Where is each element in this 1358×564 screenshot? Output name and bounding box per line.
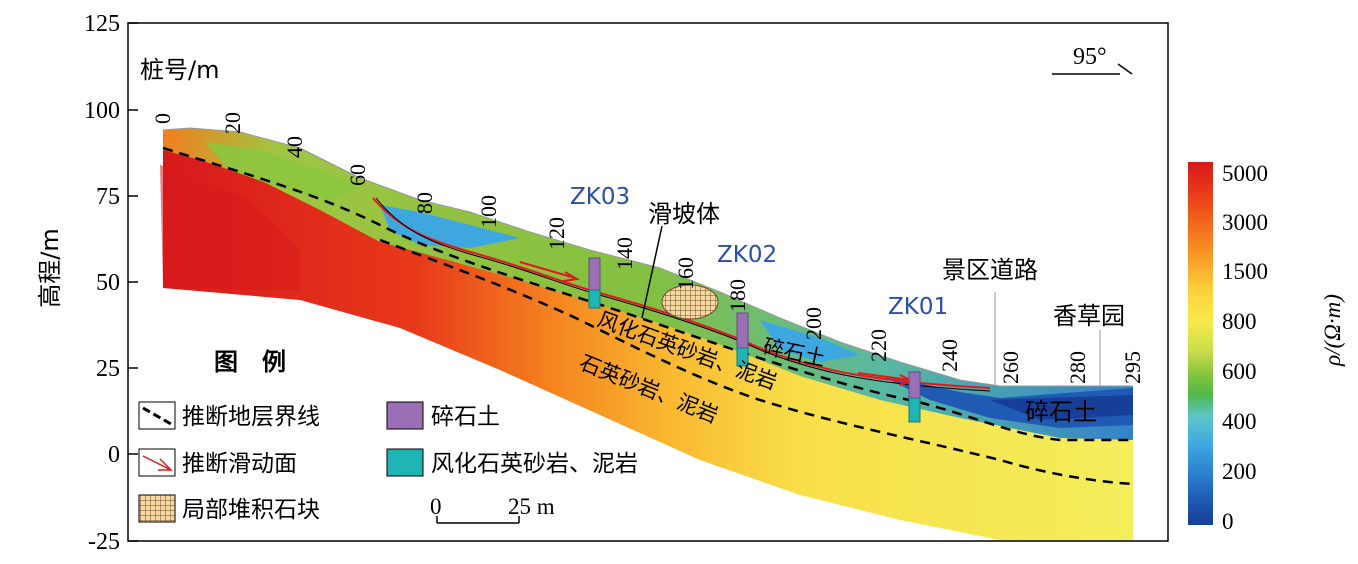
- legend-swatch-gravel: [386, 401, 424, 430]
- layer-label-gravel-right: 碎石土: [1025, 398, 1097, 426]
- station-tick: 40: [282, 136, 307, 158]
- legend-title: 图 例: [214, 348, 286, 376]
- boundary-line-upper: [162, 146, 1133, 442]
- y-tick: 100: [84, 98, 120, 124]
- station-tick: 120: [544, 217, 569, 250]
- borehole-label-zk02: ZK02: [717, 242, 777, 268]
- colorbar-tick: 3000: [1222, 210, 1268, 235]
- y-tick: 25: [96, 356, 120, 382]
- direction-text: 95°: [1073, 44, 1107, 70]
- borehole-zk03: [588, 257, 601, 309]
- borehole-label-zk03: ZK03: [570, 184, 630, 210]
- road-label: 景区道路: [942, 256, 1038, 284]
- y-tick: -25: [88, 529, 120, 555]
- resistivity-section: [160, 128, 1133, 540]
- colorbar-tick: 1500: [1222, 259, 1268, 284]
- legend-label: 碎石土: [431, 404, 500, 430]
- station-label: 桩号/m: [140, 56, 219, 84]
- y-axis: 125 100 75 50 25 0 -25 高程/m: [36, 11, 138, 555]
- legend-swatch-blocks: [138, 494, 176, 523]
- scale-bar: 0 25 m: [430, 494, 555, 524]
- ground-surface: [162, 127, 1133, 387]
- legend-label: 风化石英砂岩、泥岩: [431, 451, 638, 477]
- colorbar-tick: 800: [1222, 309, 1257, 334]
- legend-label: 推断地层界线: [182, 404, 320, 430]
- slide-direction-arrow: [519, 261, 580, 282]
- station-tick: 60: [345, 164, 370, 186]
- borehole-zk01: [908, 371, 921, 423]
- legend-label: 推断滑动面: [182, 451, 297, 477]
- station-tick: 260: [998, 351, 1023, 384]
- station-tick: 180: [725, 279, 750, 312]
- station-tick: 280: [1065, 351, 1090, 384]
- borehole-label-zk01: ZK01: [888, 294, 948, 320]
- y-tick: 125: [84, 11, 120, 37]
- station-tick: 160: [673, 257, 698, 290]
- sliding-surface: [372, 197, 991, 389]
- landslide-label: 滑坡体: [648, 200, 720, 228]
- y-axis-label: 高程/m: [36, 228, 64, 307]
- y-tick: 50: [96, 270, 120, 296]
- colorbar-tick: 400: [1222, 409, 1257, 434]
- colorbar-tick: 0: [1222, 509, 1234, 534]
- scale-start: 0: [430, 494, 442, 519]
- direction-indicator: 95°: [1052, 44, 1133, 75]
- legend-boundary-icon: [142, 406, 172, 426]
- borehole-zk02: [736, 312, 749, 367]
- colorbar-tick: 600: [1222, 359, 1257, 384]
- scale-end: 25 m: [508, 494, 555, 519]
- station-tick: 80: [412, 192, 437, 214]
- station-tick: 295: [1120, 351, 1145, 384]
- colorbar: 5000 3000 1500 800 600 400 200 0 ρ/(Ω·m): [1188, 161, 1345, 534]
- colorbar-tick: 200: [1222, 459, 1257, 484]
- colorbar-title: ρ/(Ω·m): [1320, 294, 1345, 367]
- y-tick: 0: [108, 442, 120, 468]
- legend-slide-icon: [142, 455, 173, 471]
- legend: 图 例 推断地层界线 推断滑动面 局部堆积石块 碎石土 风化石英砂岩、泥岩 0 …: [138, 348, 638, 524]
- station-ticks: 0 20 40 60 80 100 120 140 160 180 200 22…: [150, 112, 1145, 384]
- garden-label: 香草园: [1053, 302, 1125, 330]
- station-tick: 0: [150, 113, 175, 124]
- boundary-line-lower: [379, 238, 1134, 486]
- landslide-pointer: [641, 225, 663, 319]
- y-tick: 75: [96, 184, 120, 210]
- station-tick: 220: [866, 329, 891, 362]
- rock-accumulation: [661, 284, 719, 320]
- station-tick: 100: [476, 195, 501, 228]
- station-tick: 240: [937, 339, 962, 372]
- legend-label: 局部堆积石块: [182, 497, 320, 523]
- station-tick: 20: [220, 112, 245, 134]
- sliding-surface-shadow: [375, 197, 991, 392]
- colorbar-tick: 5000: [1222, 161, 1268, 186]
- station-tick: 140: [612, 237, 637, 270]
- colorbar-gradient: [1188, 162, 1213, 525]
- station-tick: 200: [801, 307, 826, 340]
- legend-swatch-weathered: [386, 448, 424, 477]
